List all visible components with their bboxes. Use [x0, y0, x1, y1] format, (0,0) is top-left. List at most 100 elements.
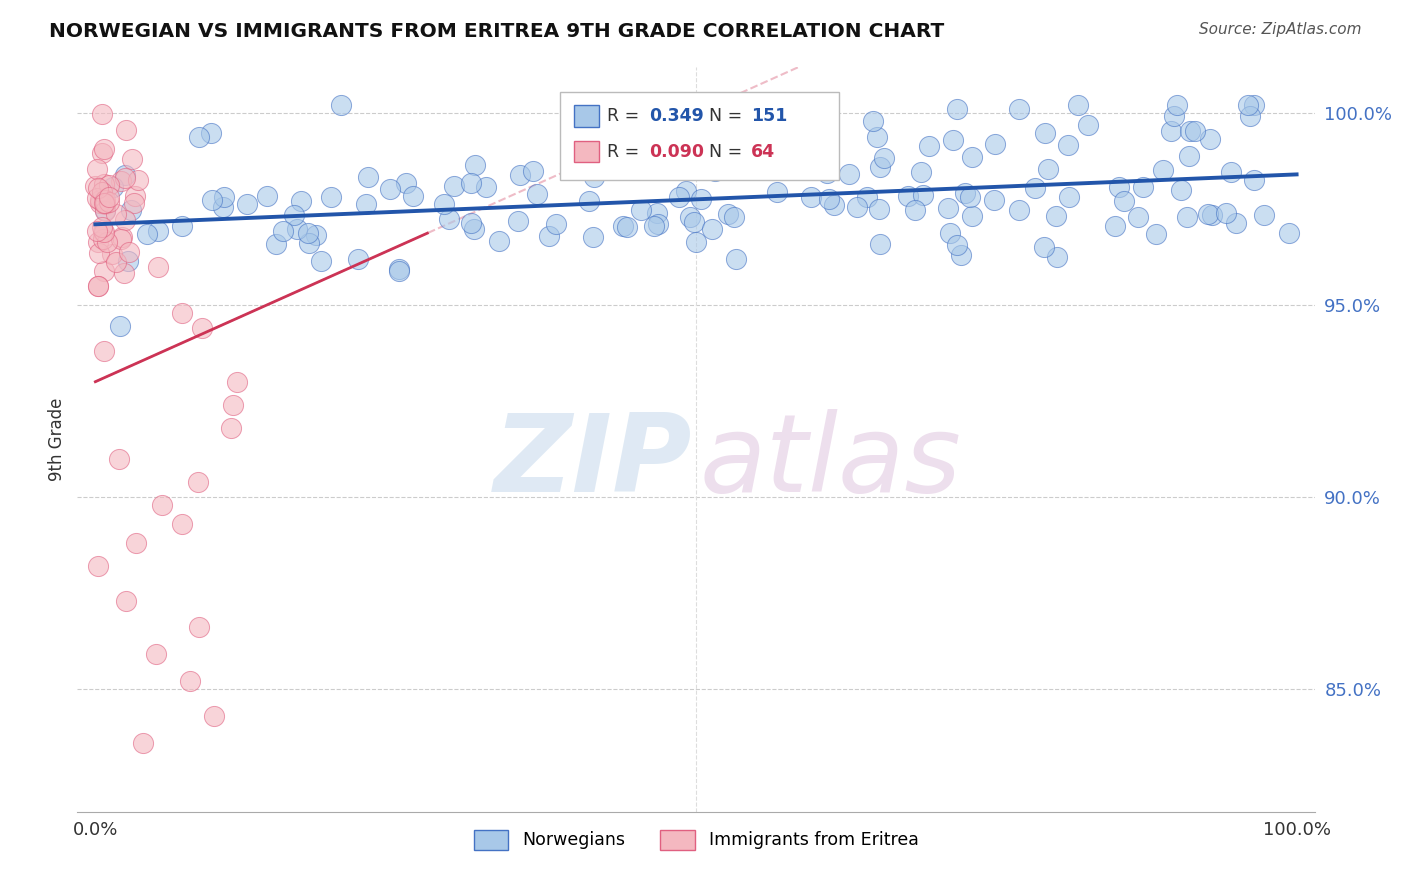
Point — [817, 166, 839, 180]
Point — [86, 161, 108, 176]
Point — [946, 102, 969, 116]
Point — [285, 221, 308, 235]
Point — [91, 186, 114, 200]
Point — [838, 167, 860, 181]
Point — [98, 178, 121, 192]
Point — [716, 207, 738, 221]
Point — [1237, 98, 1260, 112]
Point — [685, 235, 707, 250]
Point — [1077, 118, 1099, 132]
Point — [125, 536, 148, 550]
Point — [700, 221, 723, 235]
Point — [94, 204, 117, 219]
Point — [104, 207, 127, 221]
Point — [1152, 162, 1174, 177]
Point — [145, 648, 167, 662]
Point — [356, 196, 378, 211]
Point — [1144, 227, 1167, 241]
Point — [135, 227, 157, 242]
Point — [94, 196, 117, 211]
Point — [1008, 202, 1031, 217]
Point — [1024, 181, 1046, 195]
Point — [766, 160, 789, 174]
Text: N =: N = — [709, 143, 748, 161]
Point — [636, 132, 658, 146]
Point — [200, 126, 222, 140]
Point — [1108, 179, 1130, 194]
Point — [114, 168, 136, 182]
Point — [679, 159, 702, 173]
Point — [1033, 126, 1056, 140]
Text: 64: 64 — [751, 143, 775, 161]
Point — [115, 593, 138, 607]
Point — [668, 190, 690, 204]
Point — [526, 186, 548, 201]
Point — [93, 232, 115, 246]
Point — [950, 248, 973, 262]
Text: R =: R = — [607, 143, 645, 161]
Point — [773, 138, 796, 153]
Point — [953, 186, 976, 200]
Point — [170, 219, 193, 233]
Point — [93, 196, 115, 211]
Point — [766, 186, 789, 200]
Point — [1032, 239, 1054, 253]
Point — [1166, 98, 1188, 112]
Point — [388, 262, 411, 277]
Text: 0.090: 0.090 — [650, 143, 704, 161]
Point — [582, 230, 605, 244]
Point — [509, 169, 531, 183]
Point — [918, 139, 941, 153]
Point — [1199, 132, 1222, 146]
Point — [1008, 103, 1031, 117]
Point — [868, 202, 890, 216]
Legend: Norwegians, Immigrants from Eritrea: Norwegians, Immigrants from Eritrea — [467, 822, 925, 856]
Point — [1067, 98, 1090, 112]
Point — [645, 206, 668, 220]
Point — [309, 254, 332, 268]
Point — [1243, 98, 1265, 112]
Text: ZIP: ZIP — [494, 409, 692, 515]
Point — [111, 230, 134, 244]
Point — [1178, 149, 1201, 163]
Point — [800, 113, 823, 128]
Point — [724, 252, 747, 266]
Point — [146, 260, 169, 274]
Point — [108, 318, 131, 333]
Point — [110, 174, 132, 188]
Point — [1170, 183, 1192, 197]
Point — [87, 559, 110, 574]
Point — [219, 421, 242, 435]
Point — [87, 245, 110, 260]
Point — [578, 194, 600, 208]
Point — [942, 133, 965, 147]
Point — [225, 375, 247, 389]
Text: N =: N = — [709, 107, 748, 125]
Point — [1160, 124, 1182, 138]
Point — [630, 203, 652, 218]
Point — [93, 142, 115, 156]
Point — [87, 278, 110, 293]
Point — [869, 236, 891, 251]
Point — [672, 118, 695, 132]
Point — [235, 197, 257, 211]
Point — [97, 194, 120, 209]
Point — [402, 189, 425, 203]
Point — [612, 219, 634, 233]
Point — [704, 149, 727, 163]
Point — [945, 238, 967, 252]
Text: 151: 151 — [751, 107, 787, 125]
Point — [783, 147, 806, 161]
Point — [347, 252, 370, 266]
Point — [187, 620, 209, 634]
Point — [904, 202, 927, 217]
Point — [256, 189, 278, 203]
Point — [187, 129, 209, 144]
Point — [86, 191, 108, 205]
Point — [90, 219, 112, 234]
Point — [93, 263, 115, 277]
Point — [546, 217, 568, 231]
Point — [643, 219, 665, 233]
Point — [1215, 206, 1237, 220]
Point — [1163, 109, 1185, 123]
